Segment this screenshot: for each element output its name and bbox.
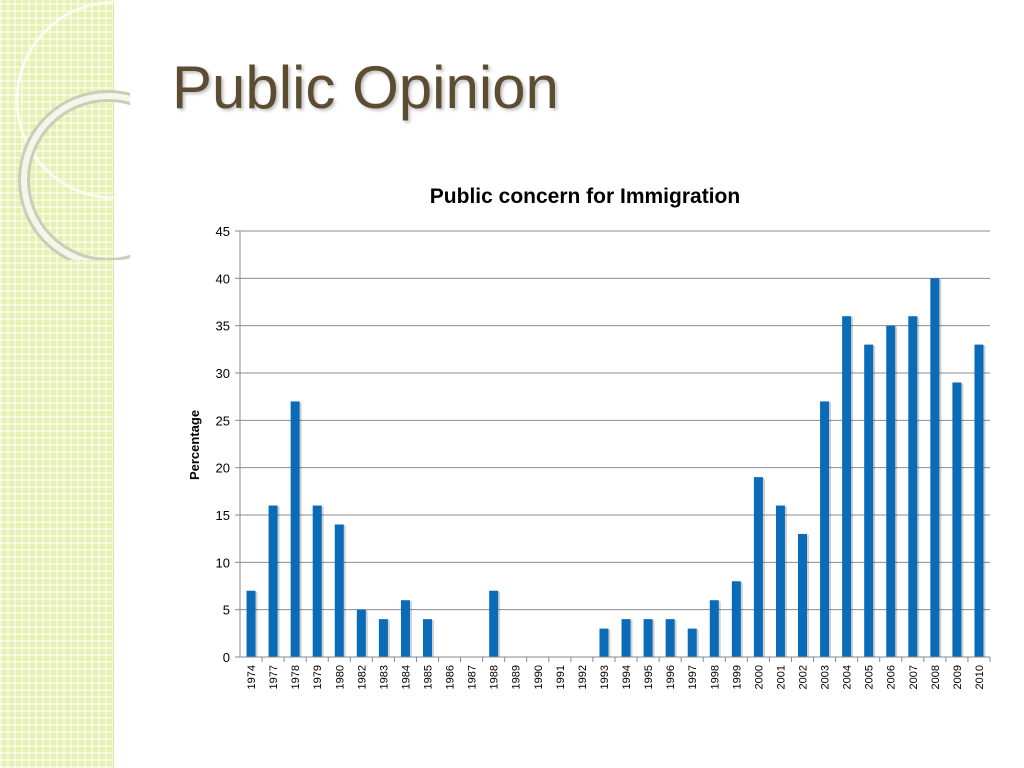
bar [621, 619, 631, 657]
bar [290, 401, 300, 657]
bar [753, 477, 763, 657]
x-tick-labels: 1974 1977 1978 1979 1980 1982 1983 1984 1985 1986… [246, 657, 991, 689]
bar [334, 524, 344, 657]
x-tick-label: 2006 [886, 665, 898, 689]
x-tick-label: 2007 [908, 665, 920, 689]
bar [423, 619, 432, 657]
y-tick-label: 35 [216, 319, 230, 334]
bar [709, 600, 719, 657]
y-tick-label: 0 [223, 650, 230, 665]
y-tick-label: 25 [216, 413, 230, 428]
bar [665, 619, 675, 657]
bar [356, 609, 366, 657]
decorative-ring-inner [21, 93, 130, 260]
x-tick-label: 1984 [400, 665, 412, 689]
bar [489, 590, 499, 657]
side-decoration-band [0, 0, 114, 768]
x-tick-label: 1988 [489, 665, 501, 689]
y-tick-label: 10 [216, 555, 230, 570]
y-tick-label: 40 [216, 271, 230, 286]
x-tick-label: 1998 [709, 665, 721, 689]
x-tick-label: 1978 [290, 665, 302, 689]
x-tick-label: 1995 [643, 665, 655, 689]
bar [842, 316, 852, 657]
x-tick-label: 1982 [356, 665, 368, 689]
bar [930, 278, 940, 657]
y-tick-label: 5 [223, 603, 230, 618]
bar [312, 505, 322, 657]
x-tick-label: 1994 [621, 665, 633, 689]
x-tick-label: 2003 [820, 665, 832, 689]
bar [952, 382, 962, 657]
x-tick-label: 2002 [798, 665, 810, 689]
chart-title: Public concern for Immigration [430, 185, 740, 208]
bar [731, 581, 741, 657]
bar [775, 505, 785, 657]
x-tick-label: 2004 [842, 665, 854, 689]
y-tick-label: 45 [216, 224, 230, 239]
x-tick-label: 2000 [753, 665, 765, 689]
x-tick-label: 1990 [533, 665, 545, 689]
decorative-rings [15, 0, 130, 260]
x-tick-label: 1989 [511, 665, 523, 689]
bar [798, 533, 807, 657]
y-tick-labels: 0 5 10 15 20 25 30 35 40 45 [216, 224, 230, 665]
x-tick-label: 1979 [312, 665, 324, 689]
x-tick-label: 1999 [731, 665, 743, 689]
bar [268, 505, 278, 657]
x-tick-label: 2005 [864, 665, 876, 689]
x-tick-label: 1986 [445, 665, 457, 689]
bars [246, 278, 986, 657]
slide-title: Public Opinion [172, 54, 559, 121]
bar [886, 325, 896, 657]
bar [974, 344, 984, 657]
x-tick-label: 2008 [930, 665, 942, 689]
y-axis-label: Percentage [187, 410, 202, 480]
decorative-ring-outer [15, 0, 130, 200]
bar [687, 628, 697, 657]
gridlines [235, 230, 990, 658]
x-tick-label: 1993 [599, 665, 611, 689]
x-tick-label: 2001 [775, 665, 787, 689]
y-tick-label: 20 [216, 461, 230, 476]
bar [643, 619, 653, 657]
x-tick-label: 1997 [687, 665, 699, 689]
x-tick-label: 1987 [467, 665, 479, 689]
x-tick-label: 1983 [378, 665, 390, 689]
x-tick-label: 2009 [952, 665, 964, 689]
bar [400, 600, 410, 657]
bar [908, 316, 918, 657]
x-tick-label: 1977 [268, 665, 280, 689]
bar [599, 628, 609, 657]
x-tick-label: 1980 [334, 665, 346, 689]
bar [820, 401, 830, 657]
x-tick-label: 1974 [246, 665, 258, 689]
bar [378, 619, 388, 657]
x-tick-label: 1985 [423, 665, 435, 689]
x-tick-label: 2010 [974, 665, 986, 689]
bar [864, 344, 874, 657]
x-tick-label: 1992 [577, 665, 589, 689]
bar [246, 590, 256, 657]
x-tick-label: 1996 [665, 665, 677, 689]
y-tick-label: 30 [216, 366, 230, 381]
y-tick-label: 15 [216, 508, 230, 523]
x-tick-label: 1991 [555, 665, 567, 689]
